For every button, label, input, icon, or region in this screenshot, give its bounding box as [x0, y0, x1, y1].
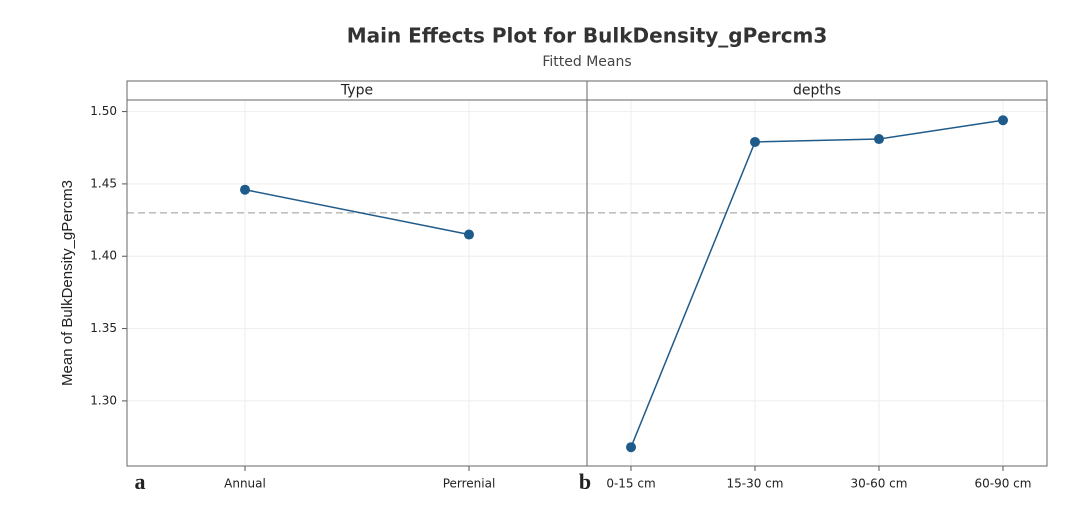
- point: [998, 115, 1008, 126]
- point: [240, 184, 250, 195]
- x-tick-label: 60-90 cm: [975, 477, 1032, 491]
- effect-line: [630, 119, 1004, 448]
- chart-subtitle: Fitted Means: [542, 54, 631, 70]
- y-tick-label: 1.30: [90, 393, 117, 407]
- point: [750, 136, 760, 147]
- y-axis-label: Mean of BulkDensity_gPercm3: [59, 180, 76, 386]
- x-tick-label: 30-60 cm: [851, 477, 908, 491]
- y-tick-label: 1.45: [90, 176, 117, 190]
- panel-label: b: [579, 469, 591, 494]
- point: [626, 442, 636, 453]
- point: [874, 134, 884, 145]
- y-tick-label: 1.50: [90, 104, 117, 118]
- x-tick-label: 15-30 cm: [727, 477, 784, 491]
- x-tick-label: Annual: [224, 477, 266, 491]
- point: [464, 229, 474, 240]
- chart-title: Main Effects Plot for BulkDensity_gPercm…: [347, 24, 828, 48]
- x-tick-label: Perrenial: [443, 477, 496, 491]
- strip-title: depths: [793, 83, 841, 99]
- x-tick-label: 0-15 cm: [606, 477, 655, 491]
- strip-title: Type: [340, 83, 373, 99]
- panel-label: a: [135, 469, 146, 494]
- effect-line: [244, 188, 470, 236]
- panel-frame: [586, 99, 1048, 467]
- y-tick-label: 1.35: [90, 321, 117, 335]
- y-tick-label: 1.40: [90, 249, 117, 263]
